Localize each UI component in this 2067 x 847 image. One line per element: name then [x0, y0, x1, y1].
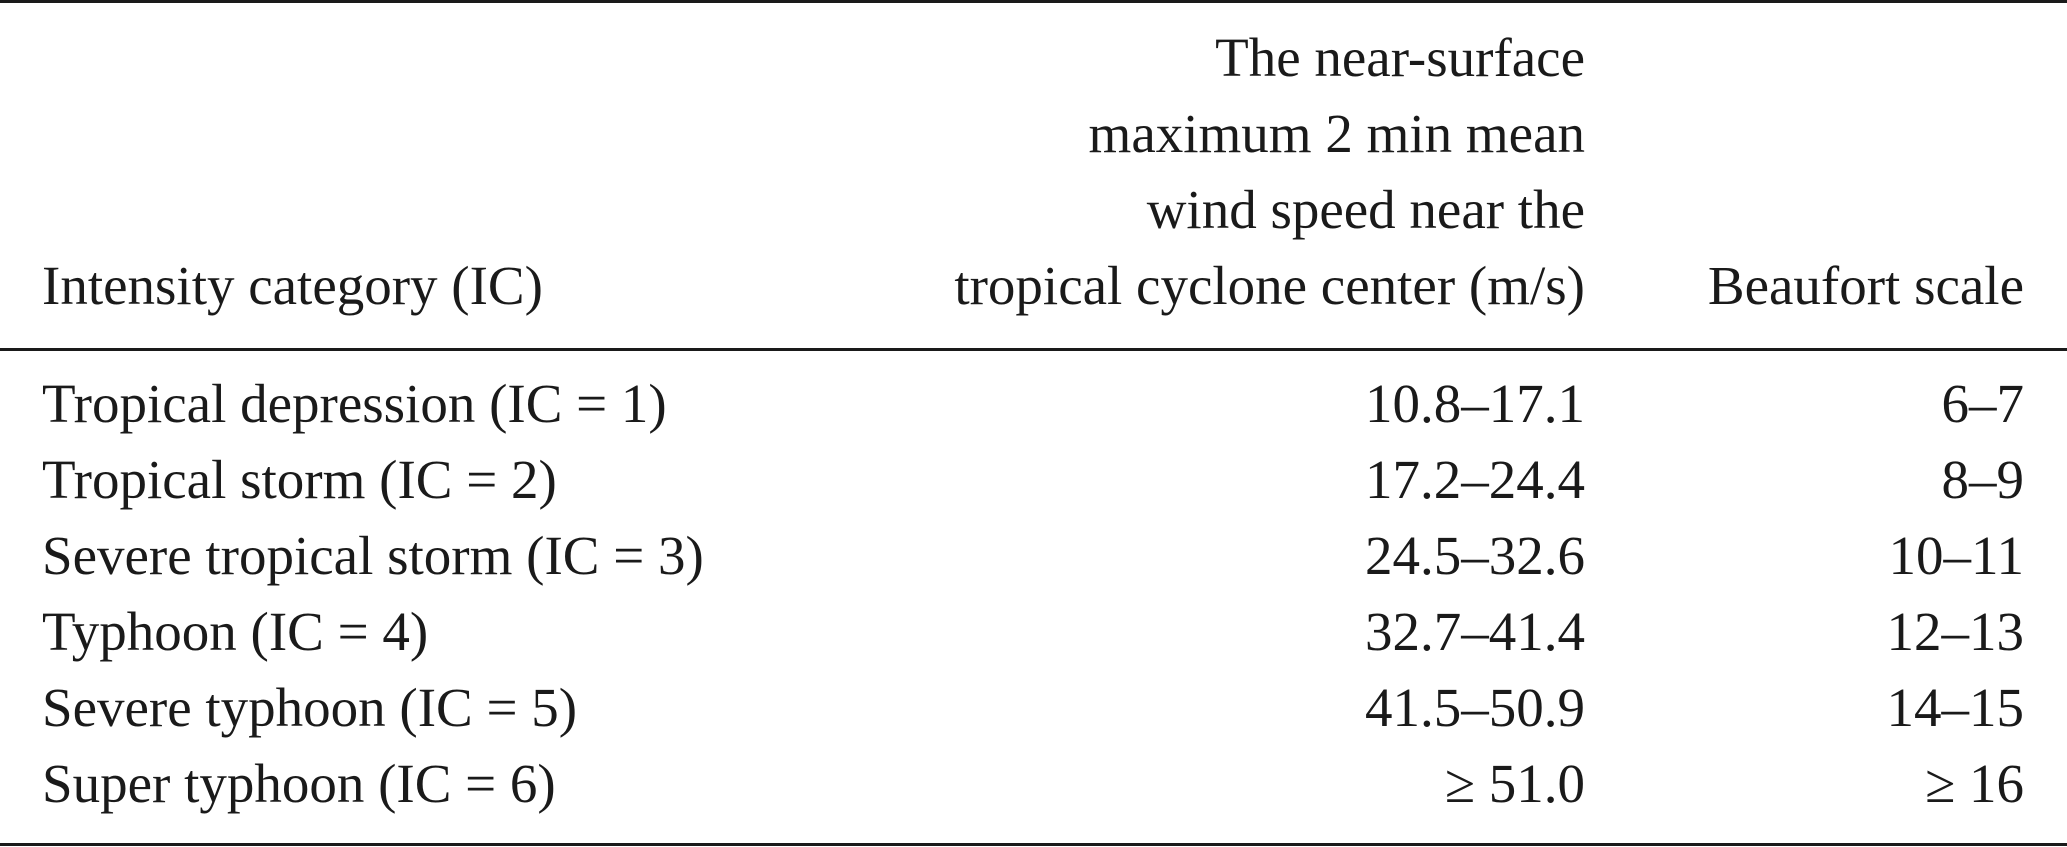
category-cell: Typhoon (IC = 4)	[42, 601, 429, 662]
table-row: Severe tropical storm (IC = 3) 24.5–32.6…	[0, 518, 2067, 594]
wind-speed-cell: ≥ 51.0	[1444, 753, 1585, 814]
table-header-row: Intensity category (IC) The near-surface…	[0, 0, 2067, 348]
beaufort-cell: 6–7	[1941, 373, 2025, 434]
beaufort-cell: 14–15	[1886, 677, 2025, 738]
wind-speed-cell: 17.2–24.4	[1365, 449, 1585, 510]
wind-speed-cell: 10.8–17.1	[1365, 373, 1585, 434]
header-wind-speed-line: wind speed near the	[1146, 179, 1585, 240]
beaufort-cell: 8–9	[1941, 449, 2025, 510]
table-header-rule	[0, 348, 2067, 351]
table-row: Severe typhoon (IC = 5) 41.5–50.9 14–15	[0, 670, 2067, 746]
header-wind-speed-line: maximum 2 min mean	[1088, 103, 1585, 164]
category-cell: Super typhoon (IC = 6)	[42, 753, 556, 814]
category-cell: Tropical storm (IC = 2)	[42, 449, 557, 510]
wind-speed-cell: 24.5–32.6	[1365, 525, 1585, 586]
beaufort-cell: 12–13	[1886, 601, 2025, 662]
header-wind-speed-line: The near-surface	[1215, 27, 1585, 88]
header-beaufort-scale: Beaufort scale	[1707, 255, 2024, 316]
wind-speed-cell: 32.7–41.4	[1365, 601, 1585, 662]
beaufort-cell: ≥ 16	[1925, 753, 2024, 814]
header-wind-speed: The near-surface maximum 2 min mean wind…	[805, 20, 1585, 324]
table-top-rule	[0, 0, 2067, 3]
table-bottom-rule	[0, 843, 2067, 846]
table-body: Tropical depression (IC = 1) 10.8–17.1 6…	[0, 366, 2067, 822]
header-intensity-category: Intensity category (IC)	[42, 255, 543, 316]
beaufort-cell: 10–11	[1888, 525, 2024, 586]
header-wind-speed-line: tropical cyclone center (m/s)	[954, 255, 1585, 316]
wind-speed-cell: 41.5–50.9	[1365, 677, 1585, 738]
table-row: Super typhoon (IC = 6) ≥ 51.0 ≥ 16	[0, 746, 2067, 822]
table-row: Typhoon (IC = 4) 32.7–41.4 12–13	[0, 594, 2067, 670]
category-cell: Tropical depression (IC = 1)	[42, 373, 667, 434]
category-cell: Severe tropical storm (IC = 3)	[42, 525, 704, 586]
table-row: Tropical depression (IC = 1) 10.8–17.1 6…	[0, 366, 2067, 442]
table-row: Tropical storm (IC = 2) 17.2–24.4 8–9	[0, 442, 2067, 518]
category-cell: Severe typhoon (IC = 5)	[42, 677, 578, 738]
